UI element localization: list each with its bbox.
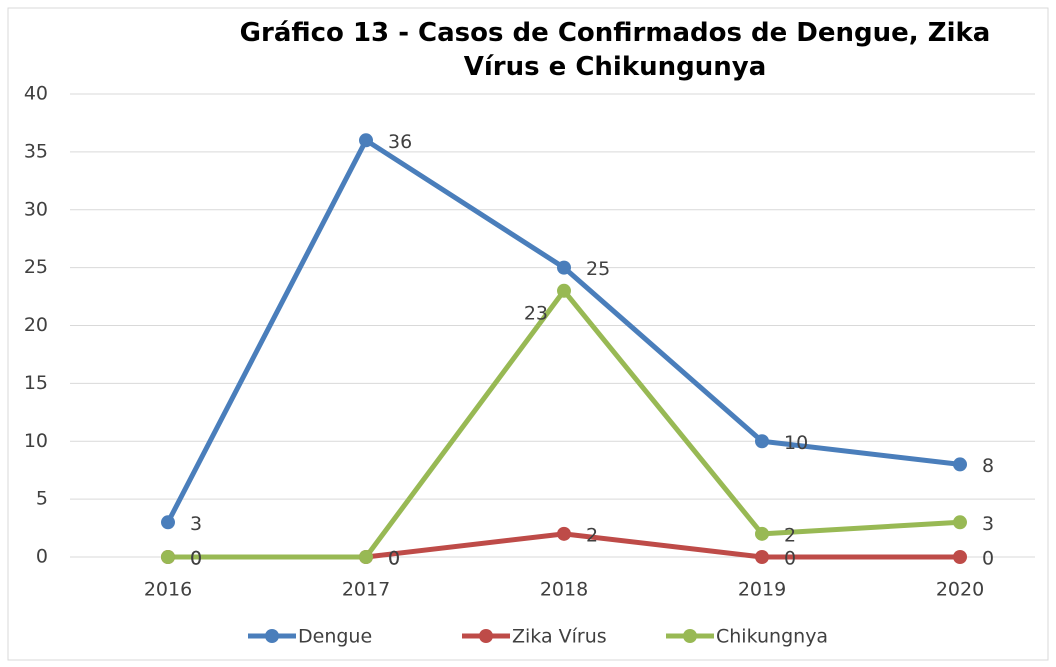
legend-label: Chikungnya — [716, 626, 828, 648]
y-tick-label: 40 — [24, 83, 48, 105]
data-point — [557, 283, 571, 298]
legend-label: Zika Vírus — [512, 626, 607, 648]
y-tick-label: 0 — [36, 546, 48, 568]
data-point — [359, 133, 373, 148]
data-label: 0 — [388, 548, 400, 570]
data-label: 36 — [388, 131, 412, 153]
y-tick-label: 15 — [24, 372, 48, 394]
legend-label: Dengue — [298, 626, 372, 648]
data-label: 0 — [190, 548, 202, 570]
data-point — [161, 515, 175, 530]
data-label: 3 — [190, 513, 202, 535]
data-label: 0 — [982, 548, 994, 570]
y-tick-label: 10 — [24, 430, 48, 452]
legend-marker — [479, 629, 493, 643]
data-label: 0 — [190, 548, 202, 570]
data-point — [161, 550, 175, 564]
chart-frame — [7, 7, 1049, 661]
x-tick-label: 2017 — [342, 579, 390, 601]
data-label: 2 — [784, 524, 796, 546]
y-tick-label: 5 — [36, 488, 48, 510]
data-label: 10 — [784, 432, 808, 454]
chart-title: Gráfico 13 - Casos de Confirmados de Den… — [239, 18, 991, 82]
data-point — [557, 260, 571, 275]
data-label: 25 — [586, 258, 610, 280]
data-point — [953, 550, 967, 564]
legend-marker — [265, 629, 279, 643]
y-tick-label: 20 — [24, 314, 48, 336]
data-point — [755, 550, 769, 564]
x-tick-label: 2020 — [936, 579, 984, 601]
y-tick-label: 30 — [24, 198, 48, 220]
data-point — [953, 515, 967, 530]
data-point — [557, 526, 571, 541]
data-label: 0 — [388, 548, 400, 570]
data-point — [953, 457, 967, 472]
data-point — [755, 526, 769, 541]
data-point — [755, 434, 769, 449]
data-label: 8 — [982, 455, 994, 477]
y-tick-label: 35 — [24, 140, 48, 162]
series-line — [168, 288, 961, 560]
data-label: 3 — [982, 513, 994, 535]
x-tick-label: 2016 — [144, 579, 192, 601]
series-line — [165, 137, 961, 524]
y-tick-label: 25 — [24, 256, 48, 278]
data-point — [359, 550, 373, 564]
legend-marker — [683, 629, 697, 643]
data-label: 2 — [586, 524, 598, 546]
data-label: 0 — [784, 548, 796, 570]
data-label: 23 — [524, 302, 548, 324]
x-tick-label: 2019 — [738, 579, 786, 601]
x-tick-label: 2018 — [540, 579, 588, 601]
